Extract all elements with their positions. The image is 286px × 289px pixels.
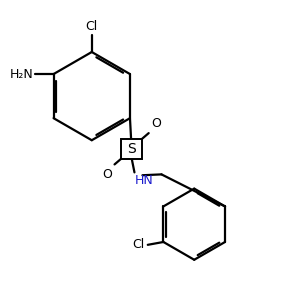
FancyBboxPatch shape	[121, 138, 142, 159]
Text: S: S	[127, 142, 136, 156]
Text: H₂N: H₂N	[10, 68, 34, 81]
Text: O: O	[152, 117, 161, 130]
Text: Cl: Cl	[86, 20, 98, 33]
Text: HN: HN	[134, 174, 153, 187]
Text: O: O	[102, 168, 112, 181]
Text: Cl: Cl	[132, 238, 144, 251]
